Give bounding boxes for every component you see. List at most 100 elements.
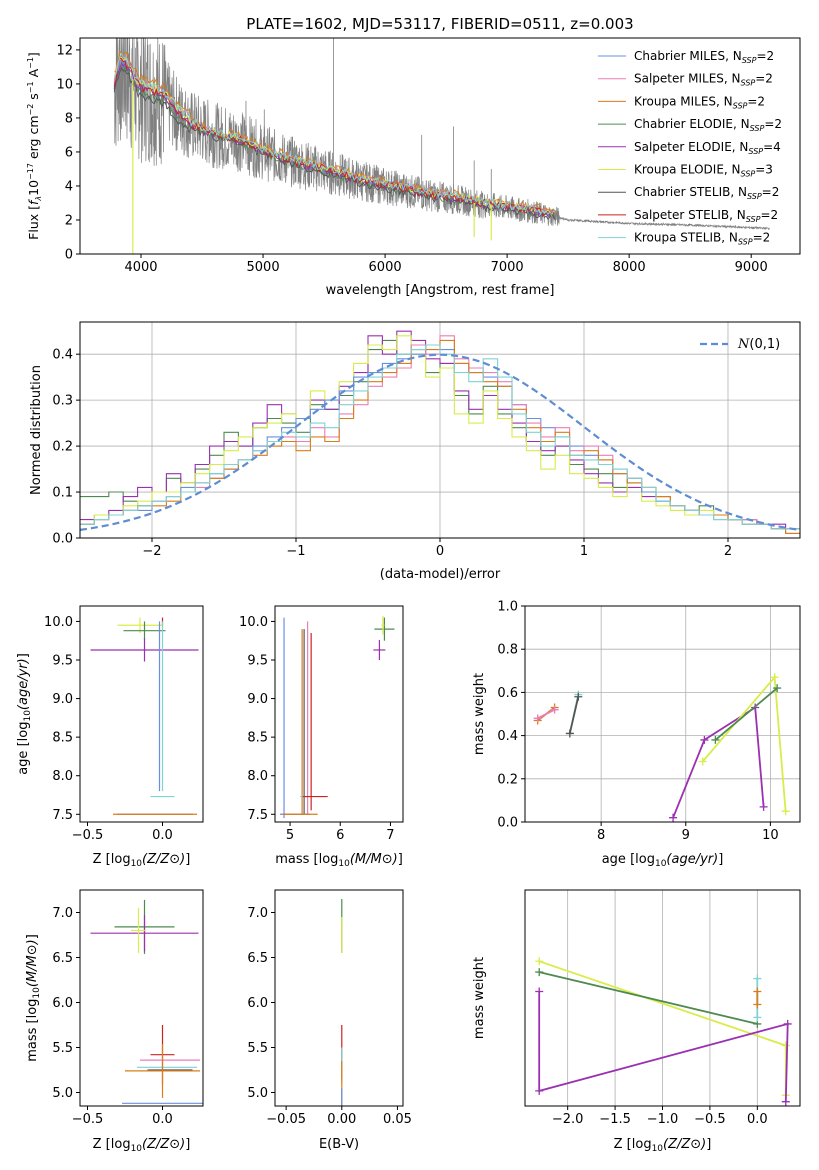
x-axis-label: E(B-V) bbox=[319, 1137, 359, 1152]
y-tick-label: 0 bbox=[65, 248, 73, 263]
observed-spectrum bbox=[113, 37, 770, 230]
y-tick-label: 9.5 bbox=[52, 654, 73, 669]
weight-line bbox=[714, 687, 778, 741]
x-tick-label: 8000 bbox=[613, 260, 646, 275]
figure-title: PLATE=1602, MJD=53117, FIBERID=0511, z=0… bbox=[246, 15, 633, 33]
y-axis-label: Flux [fλ10−17 erg cm−2 s−1 A−1] bbox=[26, 52, 43, 240]
x-tick-label: 6000 bbox=[369, 260, 402, 275]
x-tick-label: 0.0 bbox=[152, 1112, 173, 1127]
weight-point-marker bbox=[783, 1019, 792, 1028]
x-tick-label: −1.5 bbox=[599, 1112, 631, 1127]
histogram-step bbox=[80, 335, 800, 530]
y-tick-label: 8.0 bbox=[52, 769, 73, 784]
x-axis-label: Z [log10(Z/Z⊙)] bbox=[93, 1137, 191, 1154]
y-tick-label: 0.2 bbox=[52, 440, 73, 455]
y-axis-label: age [log10(age/yr)] bbox=[16, 653, 33, 775]
axes-frame bbox=[274, 889, 404, 1107]
y-tick-label: 6 bbox=[65, 145, 73, 160]
y-tick-label: 0.4 bbox=[52, 348, 73, 363]
y-tick-label: 4 bbox=[65, 179, 73, 194]
y-tick-label: 7.5 bbox=[247, 808, 268, 823]
x-axis-label: Z [log10(Z/Z⊙)] bbox=[93, 852, 191, 869]
age-vs-mass-panel: 5 6 7 7.5 8.0 8.5 9.0 9.5 10.0 mass [log10(M/M⊙)] bbox=[239, 605, 404, 869]
y-tick-label: 2 bbox=[65, 213, 73, 228]
x-axis-label: (data-model)/error bbox=[380, 567, 501, 582]
weight-point-marker bbox=[535, 1086, 544, 1095]
x-tick-label: −0.05 bbox=[266, 1112, 306, 1127]
x-axis-label: age [log10(age/yr)] bbox=[602, 852, 724, 869]
x-tick-label: 7000 bbox=[491, 260, 524, 275]
weight-vs-metallicity-panel: −2.0 −1.5 −1.0 −0.5 0.0 mass weight Z [log10(Z… bbox=[472, 889, 801, 1154]
weight-point-marker bbox=[700, 735, 709, 744]
x-tick-label: 0.0 bbox=[152, 828, 173, 843]
weight-point-marker bbox=[535, 968, 544, 977]
axes-frame bbox=[79, 605, 204, 823]
y-tick-label: 9.5 bbox=[247, 654, 268, 669]
y-tick-label: 0.2 bbox=[497, 772, 518, 787]
y-tick-label: 8.0 bbox=[247, 769, 268, 784]
x-tick-label: −2.0 bbox=[552, 1112, 584, 1127]
weight-point-marker bbox=[535, 987, 544, 996]
axes-frame bbox=[79, 889, 204, 1107]
y-tick-label: 5.0 bbox=[247, 1086, 268, 1101]
x-tick-label: 0 bbox=[436, 544, 444, 559]
weight-point-marker bbox=[698, 757, 707, 766]
weight-point-marker bbox=[773, 684, 782, 693]
model-fit-line bbox=[113, 66, 556, 221]
x-tick-label: −0.5 bbox=[72, 1112, 104, 1127]
weight-point-marker bbox=[770, 673, 779, 682]
legend-entry: Salpeter ELODIE, NSSP=4 bbox=[634, 140, 781, 156]
y-axis-label: mass weight bbox=[472, 957, 487, 1039]
x-tick-label: 5 bbox=[286, 828, 294, 843]
weight-line bbox=[568, 696, 580, 734]
weight-point-marker bbox=[753, 974, 762, 983]
y-tick-label: 6.5 bbox=[52, 951, 73, 966]
y-tick-label: 5.5 bbox=[52, 1041, 73, 1056]
weight-point-marker bbox=[781, 1041, 790, 1050]
y-axis-label: mass [log10(M/M⊙)] bbox=[25, 934, 42, 1062]
weight-point-marker bbox=[533, 714, 542, 723]
model-fit-line bbox=[113, 52, 556, 216]
y-tick-label: 6.0 bbox=[247, 996, 268, 1011]
y-tick-label: 10.0 bbox=[239, 615, 268, 630]
model-fit-line bbox=[113, 67, 556, 221]
y-tick-label: 0.0 bbox=[497, 816, 518, 831]
x-tick-label: −0.5 bbox=[694, 1112, 726, 1127]
x-axis-label: mass [log10(M/M⊙)] bbox=[275, 852, 403, 869]
weight-point-marker bbox=[574, 692, 583, 701]
weight-point-marker bbox=[753, 1013, 762, 1022]
weight-point-marker bbox=[759, 802, 768, 811]
x-axis-label: wavelength [Angstrom, rest frame] bbox=[326, 283, 555, 298]
mass-vs-ebv-panel: −0.05 0.00 0.05 5.0 5.5 6.0 6.5 7.0 E(B-V) bbox=[247, 889, 412, 1152]
y-tick-label: 0.3 bbox=[52, 394, 73, 409]
y-tick-label: 5.5 bbox=[247, 1041, 268, 1056]
y-tick-label: 8.5 bbox=[52, 731, 73, 746]
weight-point-marker bbox=[711, 735, 720, 744]
y-tick-label: 9.0 bbox=[247, 692, 268, 707]
residual-histogram-panel: −2 −1 0 1 2 0.0 0.1 0.2 0.3 0.4 (data-model)/error… bbox=[29, 321, 801, 582]
x-tick-label: −0.5 bbox=[72, 828, 104, 843]
legend-entry: Chabrier ELODIE, NSSP=2 bbox=[634, 117, 782, 133]
weight-point-marker bbox=[753, 1000, 762, 1009]
y-axis-label: Normed distribution bbox=[29, 365, 44, 495]
x-tick-label: −2 bbox=[142, 544, 161, 559]
x-tick-label: 0.0 bbox=[747, 1112, 768, 1127]
x-tick-label: 1 bbox=[580, 544, 588, 559]
x-tick-label: 5000 bbox=[247, 260, 280, 275]
x-tick-label: 0.05 bbox=[383, 1112, 412, 1127]
weight-vs-age-panel: 8 9 10 0.0 0.2 0.4 0.6 0.8 1.0 mass weight age [lo… bbox=[472, 600, 801, 869]
x-tick-label: 2 bbox=[724, 544, 732, 559]
legend-entry: Kroupa MILES, NSSP=2 bbox=[634, 94, 765, 110]
model-fit-line bbox=[113, 57, 556, 216]
x-tick-label: 8 bbox=[597, 828, 605, 843]
weight-point-marker bbox=[669, 813, 678, 822]
y-tick-label: 6.5 bbox=[247, 951, 268, 966]
x-tick-label: 9 bbox=[682, 828, 690, 843]
y-tick-label: 1.0 bbox=[497, 600, 518, 615]
x-tick-label: −1.0 bbox=[647, 1112, 679, 1127]
y-tick-label: 5.0 bbox=[52, 1086, 73, 1101]
x-tick-label: 0.00 bbox=[327, 1112, 356, 1127]
y-tick-label: 10.0 bbox=[44, 615, 73, 630]
weight-line bbox=[672, 705, 765, 819]
legend-entry: Salpeter STELIB, NSSP=2 bbox=[634, 208, 778, 224]
